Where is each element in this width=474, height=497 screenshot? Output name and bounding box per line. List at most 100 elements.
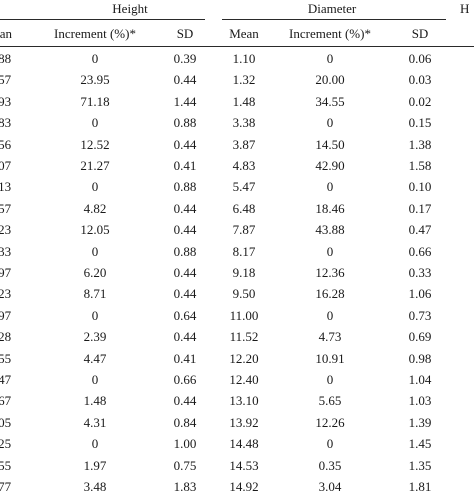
table-row: .13 0 0.88 5.47 0 0.10 [0,176,474,197]
cell-diameter-mean: 6.48 [232,200,256,216]
cell-diameter-increment: 0 [326,51,334,66]
cell-height-mean: .23 [0,286,12,302]
cell-diameter-increment: 43.88 [315,222,345,238]
cell-diameter-mean: 13.10 [229,393,259,409]
table-row: .83 0 0.88 3.38 0 0.15 [0,112,474,133]
cell-height-mean: .56 [0,136,12,152]
cell-height-increment: 0 [91,51,99,66]
cell-diameter-sd: 0.10 [408,179,432,195]
cell-diameter-mean: 11.52 [229,329,259,345]
table-row: .97 6.20 0.44 9.18 12.36 0.33 [0,262,474,283]
cell-diameter-mean: 4.83 [232,158,256,173]
cell-height-increment: 0 [91,372,99,387]
cell-height-mean: .55 [0,457,12,473]
cell-height-sd: 0.66 [173,372,197,387]
cell-diameter-increment: 3.04 [318,479,342,494]
cell-diameter-increment: 0 [326,436,334,452]
cell-diameter-sd: 0.02 [408,93,432,109]
cell-diameter-mean: 11.00 [229,307,259,323]
table-row: .56 12.52 0.44 3.87 14.50 1.38 [0,134,474,155]
cell-diameter-sd: 0.06 [408,51,432,66]
column-header-row: ean Increment (%)* SD Mean Increment (%)… [0,23,474,44]
column-header-sd: SD [176,26,194,41]
cell-diameter-mean: 14.48 [229,436,259,452]
cell-diameter-sd: 1.06 [408,286,432,302]
cell-diameter-sd: 1.39 [408,414,432,430]
cell-height-sd: 0.64 [173,307,197,323]
cell-diameter-increment: 34.55 [315,93,345,109]
cell-height-increment: 0 [91,243,99,259]
cell-diameter-sd: 1.45 [408,436,432,452]
cell-height-mean: .57 [0,200,12,216]
table-row: .77 3.48 1.83 14.92 3.04 1.81 [0,476,474,497]
cell-diameter-mean: 14.92 [229,479,259,494]
cell-diameter-increment: 12.36 [315,265,345,280]
cell-diameter-mean: 3.38 [232,115,256,131]
cell-height-increment: 0 [91,307,99,323]
cell-height-mean: .97 [0,265,12,280]
column-header-sd: SD [411,26,429,41]
column-header-mean: Mean [229,26,259,41]
cell-diameter-sd: 1.03 [408,393,432,409]
cell-height-sd: 1.44 [173,93,197,109]
cell-diameter-increment: 0 [326,179,334,195]
cell-diameter-increment: 18.46 [315,200,345,216]
cell-height-sd: 0.44 [173,393,197,409]
cell-diameter-increment: 20.00 [315,72,345,88]
cell-height-increment: 1.48 [83,393,107,409]
table-row: .07 21.27 0.41 4.83 42.90 1.58 [0,155,474,176]
cell-diameter-increment: 5.65 [318,393,342,409]
group-header-diameter: Diameter [307,1,357,16]
cell-height-increment: 0 [91,179,99,195]
cell-height-sd: 0.88 [173,179,197,195]
cell-diameter-mean: 12.20 [229,350,259,366]
cell-diameter-mean: 12.40 [229,372,259,387]
cell-height-increment: 0 [91,436,99,452]
cell-height-increment: 3.48 [83,479,107,494]
cell-height-sd: 0.44 [173,329,197,345]
cell-diameter-sd: 1.38 [408,136,432,152]
cell-height-mean: .23 [0,222,12,238]
cell-diameter-sd: 1.35 [408,457,432,473]
cell-diameter-mean: 13.92 [229,414,259,430]
group-rule-diameter [222,19,446,20]
cell-height-increment: 12.05 [80,222,110,238]
cell-diameter-sd: 0.33 [408,265,432,280]
cell-height-mean: .05 [0,414,12,430]
cell-diameter-sd: 1.04 [408,372,432,387]
cell-diameter-sd: 1.58 [408,158,432,173]
cell-diameter-mean: 14.53 [229,457,259,473]
column-header-increment: Increment (%)* [54,26,136,41]
table-row: .05 4.31 0.84 13.92 12.26 1.39 [0,412,474,433]
cell-height-increment: 8.71 [83,286,107,302]
cell-height-increment: 0 [91,115,99,131]
table-row: .23 8.71 0.44 9.50 16.28 1.06 [0,283,474,304]
group-header-cropped: H [460,1,470,16]
cell-height-increment: 71.18 [80,93,110,109]
cell-height-mean: .93 [0,93,12,109]
cell-height-mean: .83 [0,115,12,131]
cell-height-increment: 4.31 [83,414,107,430]
cell-height-sd: 1.83 [173,479,197,494]
table-row: .33 0 0.88 8.17 0 0.66 [0,241,474,262]
cell-height-increment: 21.27 [80,158,110,173]
cell-diameter-mean: 9.50 [232,286,256,302]
cell-diameter-sd: 0.15 [408,115,432,131]
cell-height-sd: 0.39 [173,51,197,66]
cell-diameter-sd: 0.47 [408,222,432,238]
cell-height-sd: 0.41 [173,350,197,366]
cell-height-sd: 0.84 [173,414,197,430]
cell-height-sd: 0.44 [173,265,197,280]
cell-diameter-sd: 0.98 [408,350,432,366]
cell-diameter-mean: 1.48 [232,93,256,109]
cell-diameter-increment: 0 [326,115,334,131]
table-row: .97 0 0.64 11.00 0 0.73 [0,305,474,326]
cell-diameter-mean: 7.87 [232,222,256,238]
group-header-height: Height [112,1,148,16]
cell-diameter-mean: 8.17 [232,243,256,259]
cell-height-sd: 0.41 [173,158,197,173]
column-header-mean: ean [0,26,13,41]
column-header-increment: Increment (%)* [289,26,371,41]
table-row: .23 12.05 0.44 7.87 43.88 0.47 [0,219,474,240]
cell-height-sd: 0.44 [173,72,197,88]
